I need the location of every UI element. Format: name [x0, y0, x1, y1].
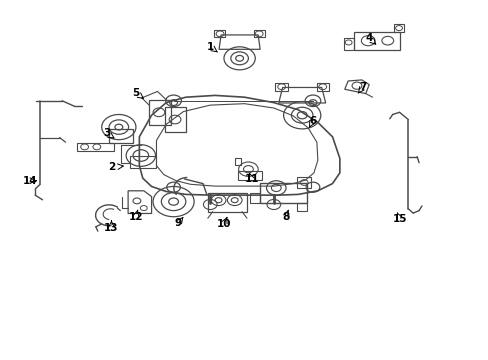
Text: 15: 15	[392, 214, 407, 224]
Text: 8: 8	[282, 212, 289, 222]
Text: 11: 11	[244, 174, 259, 184]
Text: 2: 2	[108, 162, 115, 172]
Text: 10: 10	[216, 219, 231, 229]
Text: 6: 6	[309, 116, 316, 126]
Text: 13: 13	[104, 222, 119, 233]
Text: 4: 4	[365, 33, 372, 43]
Text: 1: 1	[206, 42, 213, 52]
Text: 12: 12	[128, 212, 143, 222]
Text: 14: 14	[23, 176, 38, 186]
Text: 5: 5	[132, 88, 139, 98]
Text: 9: 9	[175, 218, 182, 228]
Text: 3: 3	[103, 128, 110, 138]
Text: 7: 7	[358, 82, 366, 92]
